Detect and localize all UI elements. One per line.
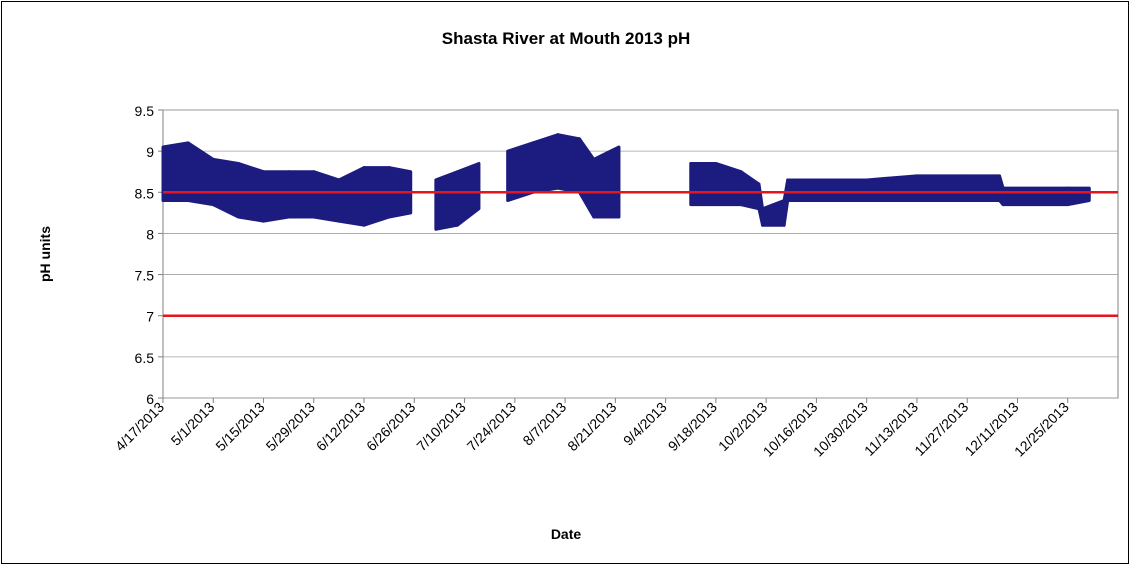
chart-title: Shasta River at Mouth 2013 pH	[442, 29, 690, 48]
range-band	[915, 174, 969, 203]
y-tick-label: 7	[146, 309, 154, 325]
range-band	[714, 161, 743, 207]
range-band	[865, 174, 919, 203]
range-band	[531, 133, 560, 194]
y-axis-title: pH units	[37, 226, 53, 282]
range-band	[362, 166, 391, 227]
range-band	[965, 174, 1002, 203]
range-band	[814, 178, 869, 203]
range-band	[786, 178, 818, 203]
range-band	[312, 170, 341, 223]
plot-area	[162, 109, 1119, 399]
y-tick-label: 9.5	[135, 103, 155, 119]
range-band	[592, 145, 621, 219]
range-band	[455, 161, 481, 227]
y-tick-label: 8	[146, 226, 154, 242]
y-tick-label: 7.5	[135, 268, 155, 284]
range-band	[262, 170, 291, 223]
x-axis-title: Date	[551, 526, 582, 542]
range-band	[1066, 186, 1091, 207]
range-band	[287, 170, 316, 219]
range-band	[689, 161, 718, 207]
range-band	[434, 170, 459, 231]
y-tick-label: 6.5	[135, 350, 155, 366]
range-band	[556, 133, 581, 194]
y-tick-label: 8.5	[135, 185, 155, 201]
y-tick-label: 6	[146, 391, 154, 407]
y-tick-label: 9	[146, 144, 154, 160]
range-band	[1001, 186, 1070, 207]
